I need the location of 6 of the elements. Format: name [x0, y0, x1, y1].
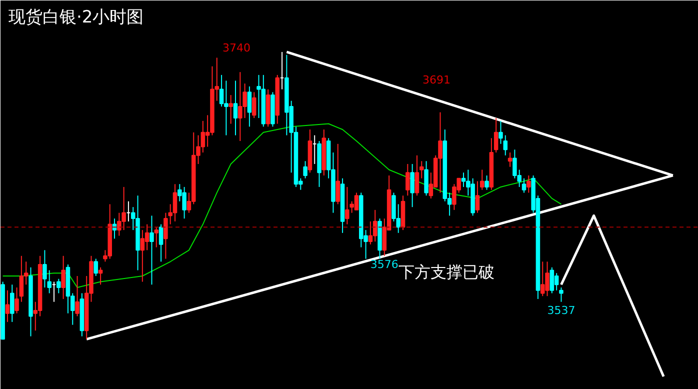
- annotation: 3691: [422, 74, 451, 86]
- annotation: 下方支撑已破: [398, 262, 494, 282]
- annotation: 3740: [222, 42, 251, 54]
- annotation: 3576: [370, 258, 398, 271]
- chart-title: 现货白银·2小时图: [8, 8, 144, 28]
- annotation: 3537: [547, 304, 576, 317]
